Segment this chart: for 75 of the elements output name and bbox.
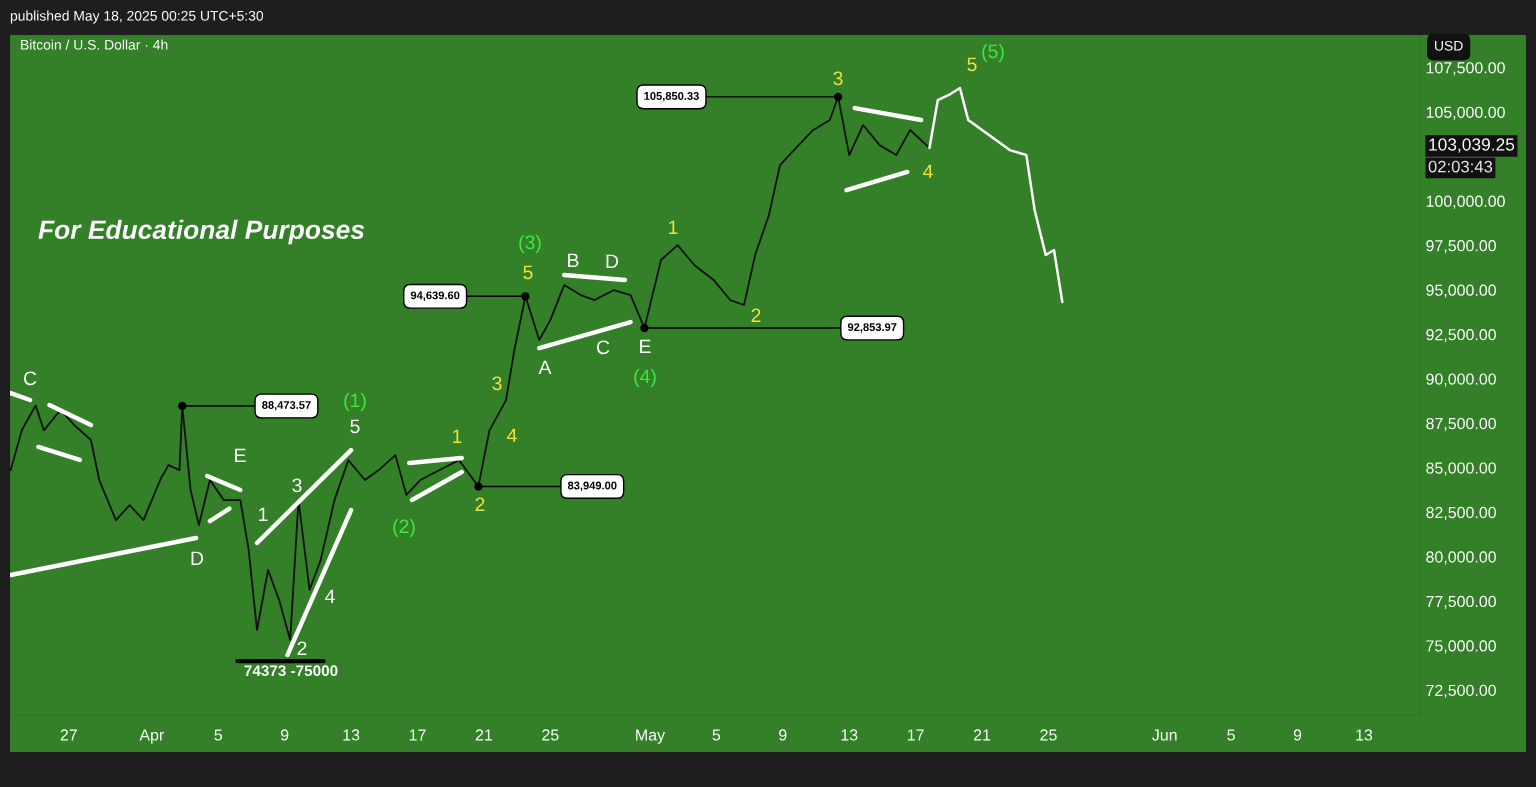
annotation: 2 — [751, 308, 761, 323]
annotation: 92,853.97 — [847, 323, 897, 333]
annotation: (4) — [634, 368, 656, 388]
text: 103,039.25 — [1429, 138, 1515, 153]
point — [521, 292, 530, 301]
x-tick-label: 9 — [280, 729, 289, 741]
y-tick-label: 72,500.00 — [1426, 684, 1496, 698]
x-tick-label: Jun — [1152, 729, 1177, 741]
x-tick-label: 13 — [1356, 729, 1373, 741]
x-tick-label: 5 — [1227, 729, 1235, 741]
text: 02:03:43 — [1428, 160, 1493, 173]
annotation: 5 — [967, 57, 977, 72]
annotation: 74373 -75000 — [244, 665, 338, 677]
x-tick-label: 13 — [343, 729, 360, 741]
y-tick-label: 100,000.00 — [1426, 195, 1505, 209]
y-tick-label: 80,000.00 — [1426, 551, 1496, 565]
annotation: 4 — [325, 589, 335, 604]
y-tick-label: 85,000.00 — [1426, 462, 1496, 476]
x-tick-label: 17 — [907, 729, 924, 741]
annotation: 83,949.00 — [567, 481, 617, 492]
annotation: (2) — [393, 518, 415, 538]
annotation: 4 — [923, 164, 933, 179]
x-tick-label: 21 — [475, 729, 493, 741]
chart-subtitle: published May 18, 2025 00:25 UTC+5:30 — [10, 10, 264, 24]
annotation: 3 — [492, 376, 502, 391]
text: USD — [1435, 40, 1463, 51]
y-tick-label: 75,000.00 — [1426, 640, 1496, 654]
x-tick-label: 25 — [1040, 729, 1057, 741]
x-tick-label: 25 — [542, 729, 559, 741]
x-tick-label: 5 — [214, 729, 223, 741]
y-tick-label: 87,500.00 — [1426, 417, 1496, 432]
annotation: 2 — [297, 641, 307, 656]
y-tick-label: 90,000.00 — [1426, 373, 1496, 387]
x-tick-label: 9 — [1293, 729, 1302, 741]
x-tick-label: 9 — [779, 729, 787, 741]
y-tick-label: 82,500.00 — [1426, 506, 1496, 521]
x-tick-label: 17 — [409, 729, 426, 741]
y-tick-label: 95,000.00 — [1426, 284, 1496, 298]
annotation: For Educational Purposes — [38, 219, 365, 245]
annotation: 1 — [669, 220, 678, 235]
annotation: D — [191, 551, 204, 566]
annotation: 3 — [292, 478, 302, 493]
y-tick-label: 92,500.00 — [1426, 328, 1496, 343]
x-tick-label: 27 — [60, 729, 77, 741]
annotation: (5) — [982, 43, 1004, 63]
y-tick-label: 107,500.00 — [1426, 62, 1505, 76]
x-tick-label: 13 — [841, 729, 858, 741]
annotation: 88,473.57 — [262, 401, 311, 411]
x-tick-label: 21 — [973, 729, 991, 741]
annotation: C — [23, 371, 37, 386]
annotation: 105,850.33 — [644, 92, 699, 102]
annotation: 94,639.60 — [410, 291, 460, 301]
annotation: B — [568, 253, 579, 268]
annotation: 5 — [350, 419, 360, 434]
annotation: 3 — [833, 71, 843, 86]
annotation: 4 — [507, 428, 517, 443]
point — [474, 482, 483, 491]
annotation: 5 — [523, 265, 533, 280]
y-tick-label: 97,500.00 — [1426, 240, 1496, 254]
annotation: (1) — [344, 392, 366, 412]
annotation: A — [538, 360, 552, 375]
chart-title: Bitcoin / U.S. Dollar · 4h — [21, 39, 168, 50]
x-tick-label: Apr — [139, 729, 164, 744]
annotation: 2 — [475, 497, 485, 512]
y-tick-label: 105,000.00 — [1426, 106, 1505, 120]
x-tick-label: May — [636, 729, 666, 744]
annotation: (3) — [519, 234, 541, 254]
annotation: 1 — [453, 429, 462, 444]
y-tick-label: 77,500.00 — [1426, 595, 1496, 609]
annotation: 1 — [259, 507, 268, 522]
annotation: E — [235, 448, 246, 463]
annotation: D — [606, 254, 619, 269]
annotation: E — [640, 339, 651, 354]
annotation: C — [596, 340, 610, 355]
x-tick-label: 5 — [712, 729, 721, 741]
